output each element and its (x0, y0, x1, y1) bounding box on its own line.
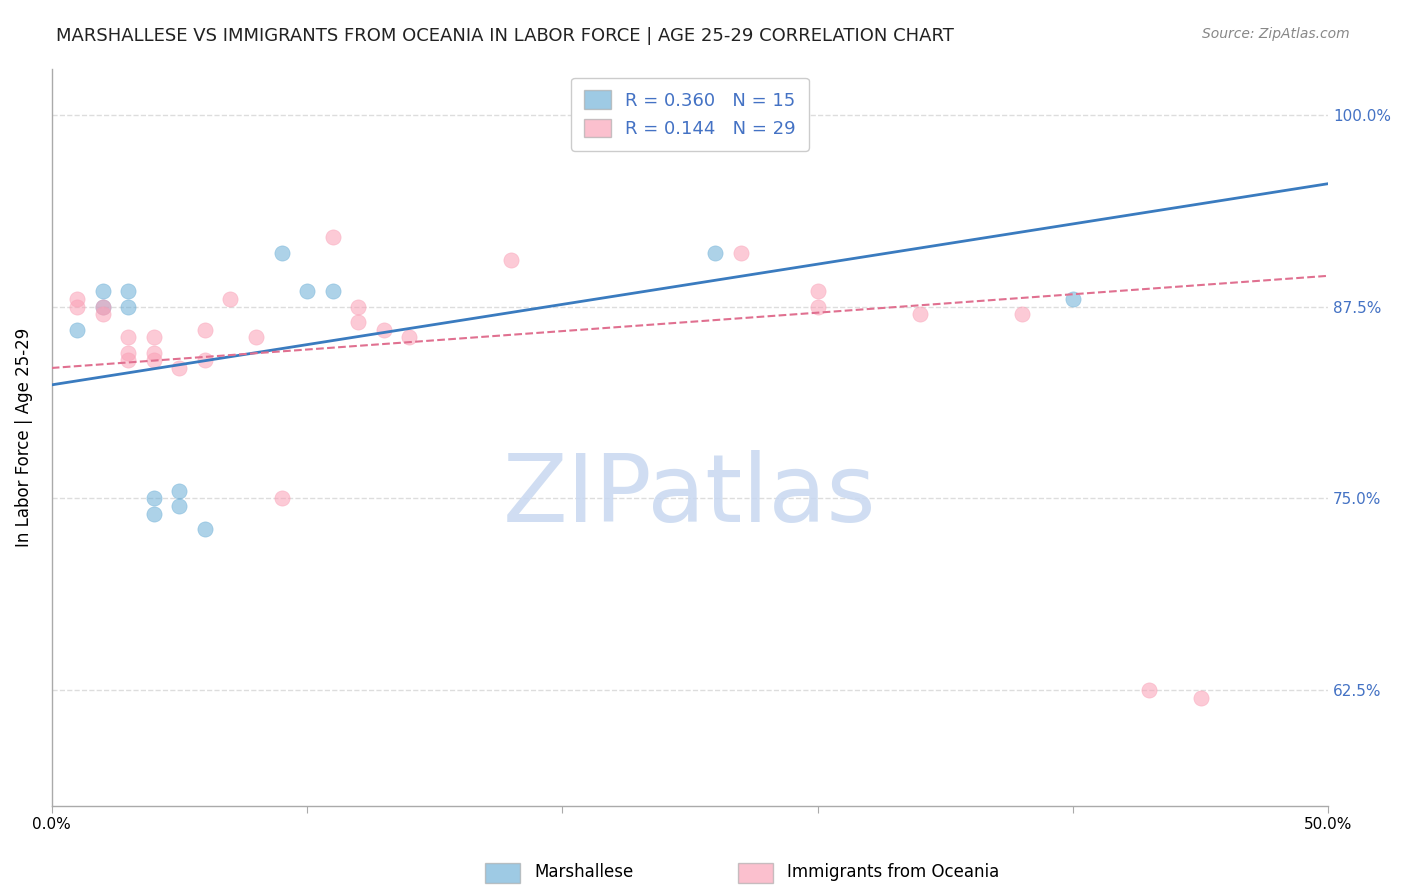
Point (169, 499, 191, 513)
Point (142, 491, 165, 506)
Point (730, 245, 752, 260)
Point (270, 245, 292, 260)
Point (806, 300, 828, 314)
Point (219, 292, 242, 306)
Point (66, 300, 89, 314)
Point (66, 292, 89, 306)
Point (117, 284, 139, 298)
Point (1139, 683, 1161, 698)
Text: Immigrants from Oceania: Immigrants from Oceania (787, 863, 1000, 881)
Point (117, 300, 139, 314)
Point (169, 483, 191, 498)
Point (66, 322, 89, 336)
Point (194, 322, 217, 336)
Point (117, 345, 139, 359)
Point (169, 361, 191, 376)
Text: Marshallese: Marshallese (534, 863, 634, 881)
Text: Source: ZipAtlas.com: Source: ZipAtlas.com (1202, 27, 1350, 41)
Legend: R = 0.360   N = 15, R = 0.144   N = 29: R = 0.360 N = 15, R = 0.144 N = 29 (571, 78, 808, 151)
Point (91, 300, 114, 314)
Point (142, 507, 165, 521)
Point (117, 353, 139, 368)
Point (347, 300, 370, 314)
Point (322, 284, 344, 298)
Point (245, 330, 267, 344)
Point (704, 245, 727, 260)
Text: ZIPatlas: ZIPatlas (503, 450, 877, 542)
Point (91, 307, 114, 321)
Point (501, 253, 523, 268)
Point (1062, 292, 1084, 306)
Point (1011, 307, 1033, 321)
Point (270, 491, 292, 506)
Point (908, 307, 931, 321)
Point (806, 284, 828, 298)
Point (322, 230, 344, 244)
Point (117, 330, 139, 344)
Point (295, 284, 318, 298)
Point (91, 300, 114, 314)
Point (1189, 691, 1212, 706)
Y-axis label: In Labor Force | Age 25-29: In Labor Force | Age 25-29 (15, 327, 32, 547)
Point (142, 330, 165, 344)
Point (373, 322, 395, 336)
Point (347, 315, 370, 329)
Point (142, 345, 165, 359)
Point (91, 284, 114, 298)
Point (194, 522, 217, 536)
Text: MARSHALLESE VS IMMIGRANTS FROM OCEANIA IN LABOR FORCE | AGE 25-29 CORRELATION CH: MARSHALLESE VS IMMIGRANTS FROM OCEANIA I… (56, 27, 955, 45)
Point (142, 353, 165, 368)
Point (398, 330, 420, 344)
Point (194, 353, 217, 368)
